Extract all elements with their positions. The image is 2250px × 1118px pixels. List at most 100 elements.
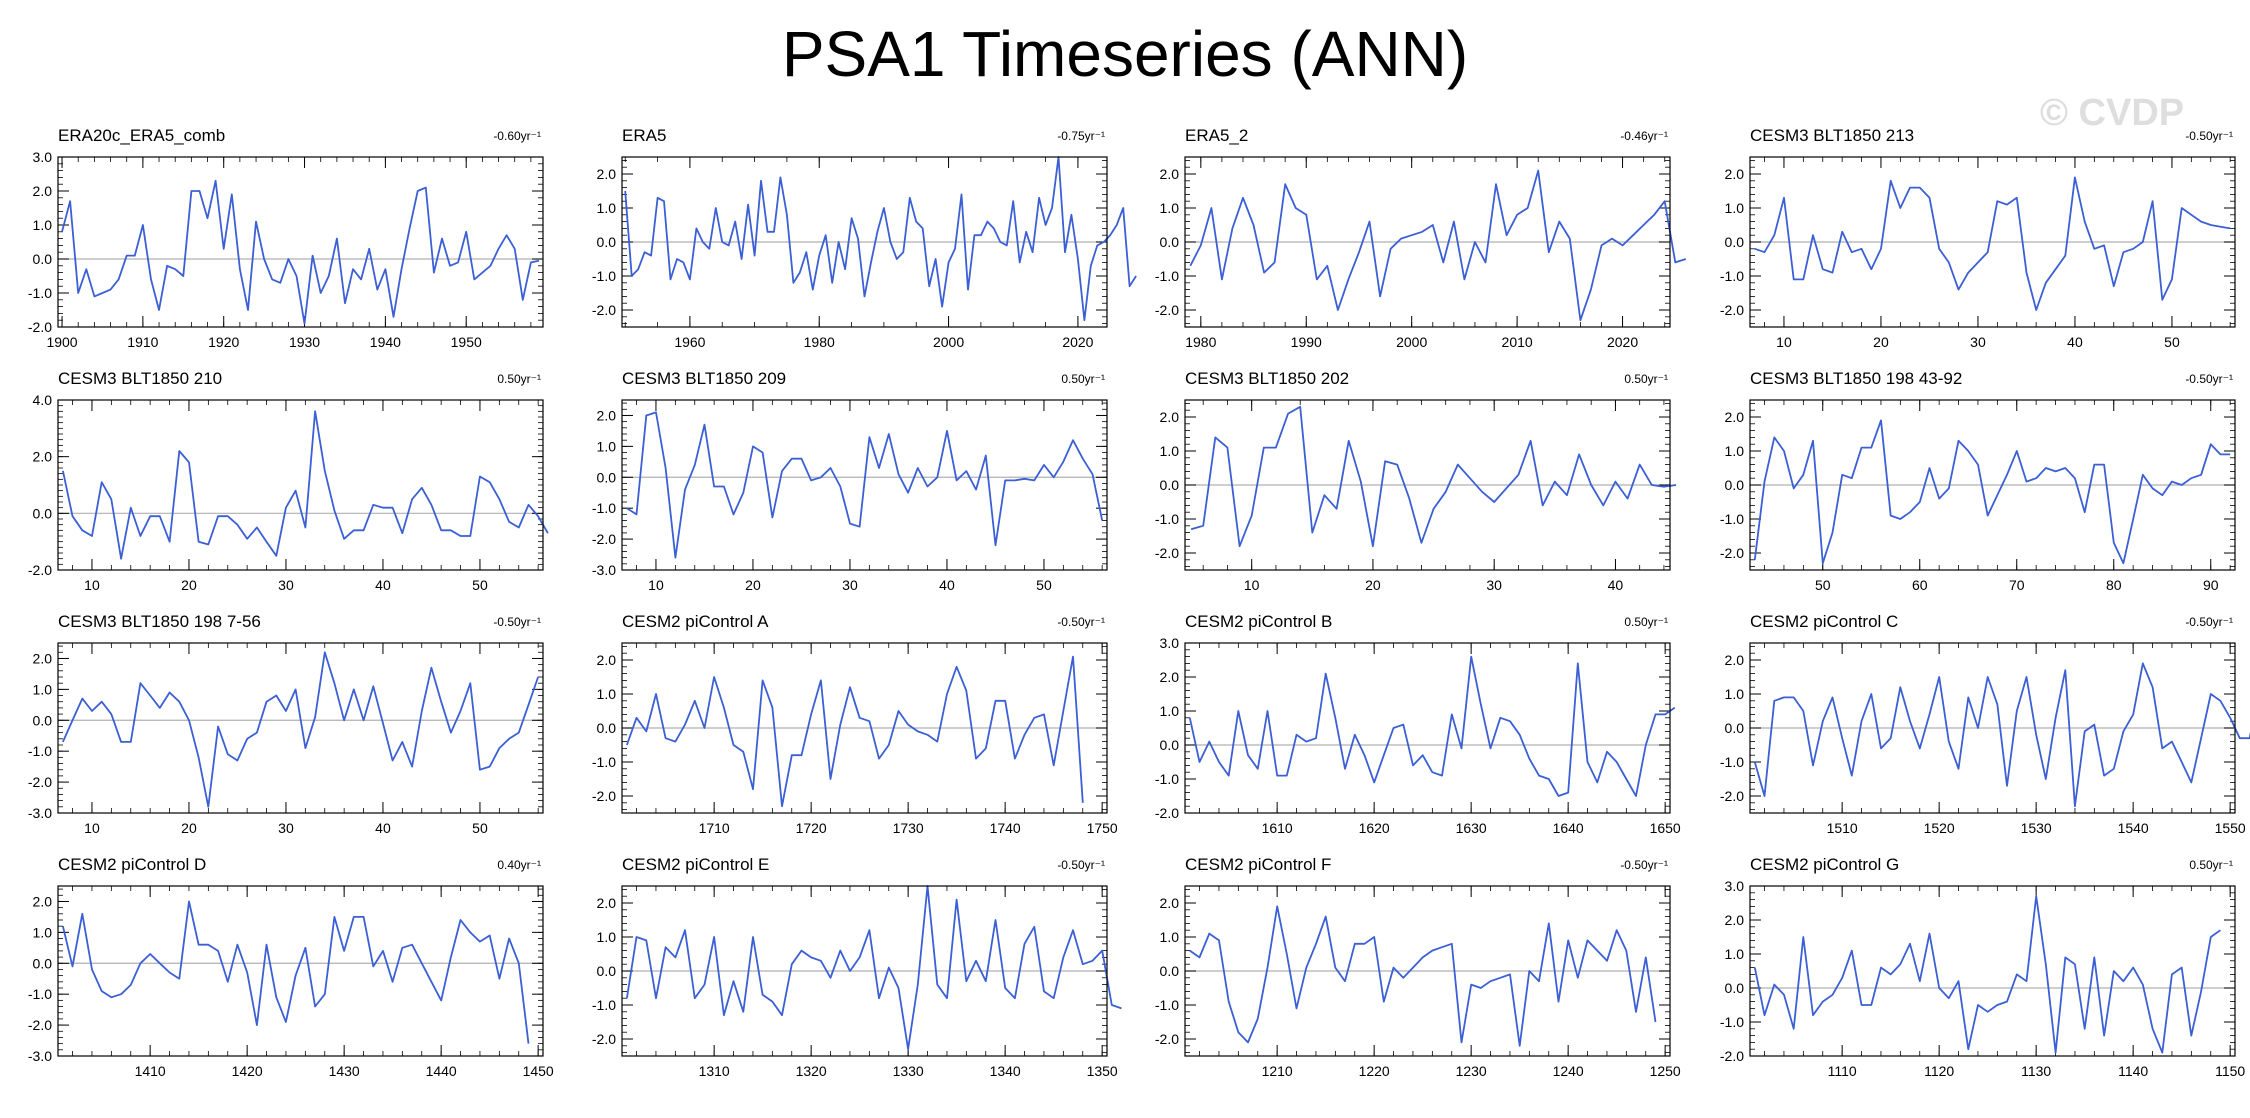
series-line — [62, 410, 549, 560]
trend-label: 0.50yr⁻¹ — [1624, 615, 1668, 629]
x-tick-label: 1240 — [1553, 1063, 1584, 1079]
trend-label: -0.46yr⁻¹ — [1620, 129, 1668, 143]
y-tick-label: -1.0 — [1155, 511, 1179, 527]
plot-frame — [57, 156, 544, 328]
plot-frame — [1184, 399, 1671, 571]
x-tick-label: 1960 — [674, 334, 705, 350]
x-tick-label: 1420 — [232, 1063, 263, 1079]
x-tick-label: 1150 — [2215, 1063, 2245, 1079]
x-tick-label: 1610 — [1262, 820, 1293, 836]
x-tick-label: 1980 — [804, 334, 835, 350]
x-tick-label: 1310 — [699, 1063, 730, 1079]
panel-title: CESM2 piControl F — [1185, 855, 1331, 874]
panel-title: CESM3 BLT1850 210 — [58, 369, 222, 388]
x-tick-label: 40 — [939, 577, 955, 593]
plot-frame — [1749, 885, 2236, 1057]
y-tick-label: -2.0 — [1720, 545, 1744, 561]
x-tick-label: 1320 — [796, 1063, 827, 1079]
x-tick-label: 30 — [278, 577, 294, 593]
y-tick-label: 0.0 — [33, 505, 53, 521]
y-tick-label: -2.0 — [1720, 1048, 1744, 1064]
x-tick-label: 1910 — [127, 334, 158, 350]
x-tick-label: 1740 — [990, 820, 1021, 836]
x-tick-label: 10 — [648, 577, 664, 593]
y-tick-label: 2.0 — [597, 895, 617, 911]
x-tick-label: 1630 — [1456, 820, 1487, 836]
y-tick-label: 0.0 — [1725, 980, 1745, 996]
x-tick-label: 1230 — [1456, 1063, 1487, 1079]
x-tick-label: 1440 — [426, 1063, 457, 1079]
series-line — [1753, 895, 2221, 1054]
plot-frame — [1184, 885, 1671, 1057]
y-tick-label: -2.0 — [28, 1017, 52, 1033]
y-tick-label: 0.0 — [1160, 737, 1180, 753]
x-tick-label: 1130 — [2021, 1063, 2051, 1079]
x-tick-label: 20 — [1873, 334, 1889, 350]
y-tick-label: 0.0 — [1160, 963, 1180, 979]
panel-title: CESM2 piControl E — [622, 855, 769, 874]
panel-1: ERA20c_ERA5_comb -0.60yr⁻¹ -2.0 -1.0 0.0 1.0 2… — [28, 126, 544, 350]
panel-5: CESM3 BLT1850 210 0.50yr⁻¹ -2.0 0.0 2.0 4.0 10… — [28, 369, 549, 593]
x-tick-label: 2000 — [933, 334, 964, 350]
x-tick-label: 1430 — [329, 1063, 360, 1079]
y-tick-label: 0.0 — [597, 963, 617, 979]
x-tick-label: 10 — [84, 577, 100, 593]
trend-label: 0.50yr⁻¹ — [1624, 372, 1668, 386]
x-tick-label: 1980 — [1185, 334, 1216, 350]
x-tick-label: 2000 — [1396, 334, 1427, 350]
x-tick-label: 1140 — [2118, 1063, 2148, 1079]
panel-6: CESM3 BLT1850 209 0.50yr⁻¹ -3.0 -2.0 -1.0 0.0… — [592, 369, 1108, 593]
y-tick-label: -2.0 — [1155, 302, 1179, 318]
cvdp-watermark: © CVDP — [2040, 92, 2185, 134]
y-tick-label: 2.0 — [33, 449, 53, 465]
y-tick-label: 2.0 — [1725, 166, 1745, 182]
y-tick-label: -2.0 — [1720, 302, 1744, 318]
x-tick-label: 70 — [2009, 577, 2025, 593]
x-tick-label: 50 — [1036, 577, 1052, 593]
y-tick-label: -1.0 — [28, 743, 52, 759]
x-tick-label: 1990 — [1291, 334, 1322, 350]
plot-frame — [57, 642, 544, 814]
x-tick-label: 2020 — [1607, 334, 1638, 350]
x-tick-label: 1650 — [1650, 820, 1681, 836]
x-tick-label: 50 — [472, 820, 488, 836]
y-tick-label: 0.0 — [597, 720, 617, 736]
y-tick-label: -2.0 — [592, 1031, 616, 1047]
trend-label: -0.60yr⁻¹ — [493, 129, 541, 143]
x-tick-label: 1120 — [1924, 1063, 1954, 1079]
panel-2: ERA5 -0.75yr⁻¹ -2.0 -1.0 0.0 1.0 2.0 1960 1980 20… — [592, 126, 1137, 350]
y-tick-label: 2.0 — [1160, 166, 1180, 182]
trend-label: -0.50yr⁻¹ — [1620, 858, 1668, 872]
y-tick-label: 2.0 — [1725, 912, 1745, 928]
x-tick-label: 1520 — [1924, 820, 1955, 836]
series-line — [1188, 655, 1676, 797]
x-tick-label: 90 — [2203, 577, 2219, 593]
y-tick-label: 2.0 — [1160, 895, 1180, 911]
trend-label: -0.50yr⁻¹ — [2185, 615, 2233, 629]
panel-9: CESM3 BLT1850 198 7-56 -0.50yr⁻¹ -3.0 -2.0 -… — [28, 612, 544, 836]
y-tick-label: -2.0 — [1155, 805, 1179, 821]
y-tick-label: -1.0 — [1720, 511, 1744, 527]
panel-12: CESM2 piControl C -0.50yr⁻¹ -2.0 -1.0 0.0 1.0… — [1720, 612, 2250, 836]
y-tick-label: -1.0 — [1720, 1014, 1744, 1030]
y-tick-label: -2.0 — [592, 302, 616, 318]
y-tick-label: 2.0 — [597, 166, 617, 182]
y-tick-label: 2.0 — [597, 652, 617, 668]
plot-frame — [1749, 642, 2236, 814]
panel-4: CESM3 BLT1850 213 -0.50yr⁻¹ -2.0 -1.0 0.0 1.0… — [1720, 126, 2236, 350]
y-tick-label: 1.0 — [1160, 200, 1180, 216]
x-tick-label: 1900 — [46, 334, 77, 350]
y-tick-label: 0.0 — [1725, 720, 1745, 736]
series-line — [1753, 419, 2231, 565]
y-tick-label: 1.0 — [597, 200, 617, 216]
x-tick-label: 1410 — [135, 1063, 166, 1079]
y-tick-label: -3.0 — [592, 562, 616, 578]
y-tick-label: 1.0 — [33, 217, 53, 233]
y-tick-label: 2.0 — [1725, 409, 1745, 425]
x-tick-label: 40 — [2067, 334, 2083, 350]
y-tick-label: -1.0 — [592, 500, 616, 516]
panel-title: CESM2 piControl B — [1185, 612, 1332, 631]
x-tick-label: 40 — [1608, 577, 1624, 593]
y-tick-label: 1.0 — [1725, 200, 1745, 216]
y-tick-label: 2.0 — [1725, 652, 1745, 668]
